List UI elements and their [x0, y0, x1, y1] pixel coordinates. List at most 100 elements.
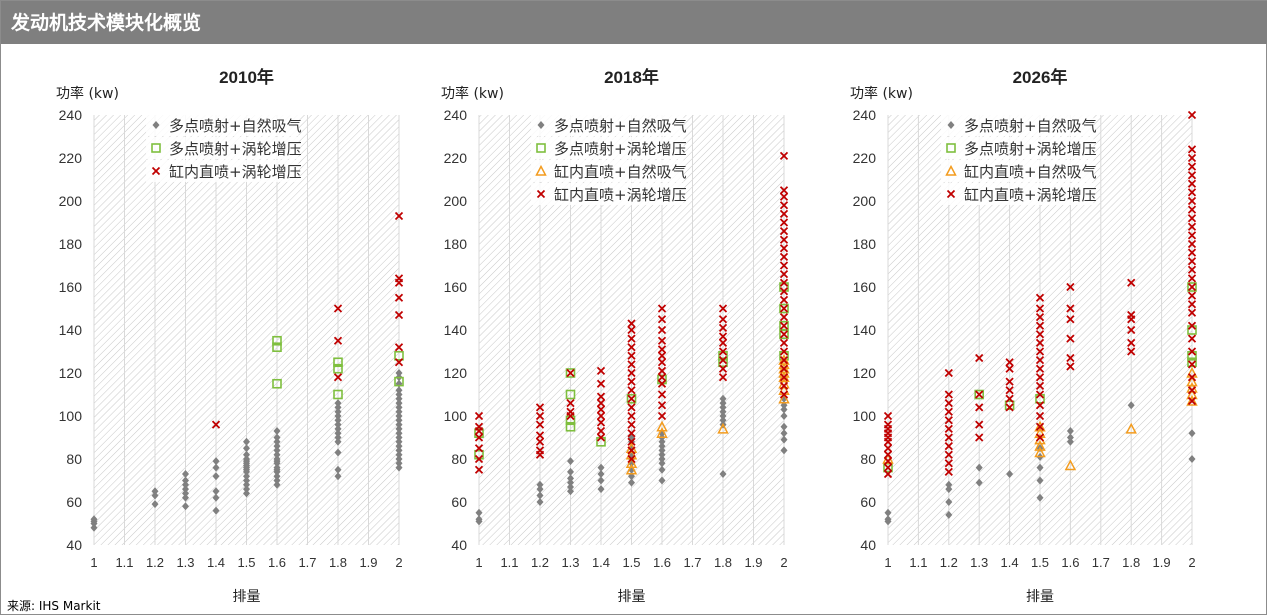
y-tick-label: 180 — [444, 236, 468, 252]
data-point — [1035, 338, 1045, 348]
data-point — [944, 390, 953, 399]
data-point — [243, 476, 250, 485]
y-axis-label: 功率 (kw) — [441, 85, 504, 102]
data-point — [779, 269, 789, 279]
title-bar: 发动机技术模块化概览 — [1, 1, 1267, 44]
data-point — [975, 403, 984, 412]
x-tick-label: 1.1 — [500, 555, 518, 570]
data-point-stroke-b — [1005, 364, 1014, 373]
data-point — [395, 455, 403, 463]
data-point — [657, 315, 667, 324]
data-point — [272, 342, 282, 353]
data-point — [627, 334, 636, 343]
data-point — [658, 446, 666, 455]
data-point-stroke-b — [1035, 364, 1045, 373]
legend-backing — [531, 114, 684, 136]
legend-marker — [535, 164, 547, 176]
data-point-stroke-b — [779, 381, 789, 391]
data-point-stroke-b — [883, 420, 893, 429]
x-tick-label: 1.1 — [115, 555, 133, 570]
data-point — [627, 360, 636, 369]
data-point-stroke-b — [1066, 334, 1075, 343]
data-point — [151, 491, 159, 500]
source-note: 来源: IHS Markit — [7, 599, 101, 613]
data-point — [395, 442, 403, 451]
data-point — [1035, 312, 1045, 322]
data-point — [1187, 214, 1197, 223]
data-point — [778, 392, 790, 404]
x-tick-label: 1 — [475, 555, 482, 570]
data-point — [884, 515, 892, 524]
data-point — [1187, 222, 1197, 231]
data-point-stroke-b — [333, 373, 343, 382]
data-point-stroke-b — [779, 192, 789, 201]
data-point — [1188, 455, 1196, 463]
data-point — [334, 407, 342, 416]
data-point-stroke-b — [627, 454, 636, 464]
data-point-stroke-b — [944, 467, 953, 477]
data-point — [657, 379, 667, 388]
data-point — [944, 398, 953, 408]
data-point — [273, 427, 281, 436]
x-tick-label: 1.7 — [683, 555, 701, 570]
data-point-stroke-b — [975, 353, 984, 363]
data-point — [1005, 386, 1014, 395]
data-point — [243, 472, 250, 481]
data-point — [1035, 373, 1045, 382]
data-point — [658, 442, 666, 451]
data-point — [395, 433, 403, 442]
data-point-stroke-b — [627, 446, 636, 455]
data-point — [779, 201, 789, 210]
legend-marker — [536, 143, 546, 153]
series-mpi_na — [90, 369, 403, 532]
data-point — [243, 480, 250, 489]
data-point — [395, 459, 403, 468]
data-point-stroke-b — [657, 390, 667, 399]
data-point-stroke-b — [657, 401, 667, 410]
x-tick-label: 1.5 — [622, 555, 640, 570]
data-point — [779, 330, 789, 339]
data-point — [273, 472, 281, 481]
x-tick-label: 1.7 — [298, 555, 316, 570]
data-point — [657, 345, 667, 354]
data-point-stroke-b — [474, 454, 484, 464]
legend-label: 缸内直喷+自然吸气 — [554, 163, 687, 181]
legend-backing — [531, 183, 684, 205]
data-point — [272, 335, 282, 346]
data-point-stroke-b — [474, 444, 484, 453]
data-point-stroke-b — [1187, 171, 1197, 180]
data-point — [334, 465, 342, 474]
data-point — [779, 261, 789, 270]
legend-marker-stroke-b — [946, 189, 956, 199]
data-point — [884, 508, 892, 517]
data-point — [779, 209, 789, 219]
data-point-stroke-b — [975, 403, 984, 412]
data-point-stroke-b — [657, 379, 667, 388]
y-tick-label: 160 — [59, 279, 83, 295]
legend-backing — [146, 137, 299, 159]
data-point-stroke-b — [657, 358, 667, 367]
data-point — [1186, 394, 1198, 406]
data-point-stroke-b — [657, 373, 667, 382]
data-point — [597, 485, 605, 494]
data-point — [334, 472, 342, 481]
x-tick-label: 1.8 — [714, 555, 732, 570]
data-point-stroke-b — [779, 226, 789, 236]
data-point — [656, 420, 668, 432]
data-point-stroke-b — [394, 293, 404, 302]
data-point — [212, 493, 220, 502]
data-point-stroke-b — [1187, 145, 1197, 154]
data-point — [1187, 300, 1197, 309]
data-point-stroke-b — [627, 377, 636, 386]
x-tick-label: 1.4 — [1001, 555, 1019, 570]
data-point — [1187, 265, 1197, 274]
data-point — [334, 433, 342, 442]
data-point-stroke-b — [944, 368, 953, 378]
y-tick-label: 40 — [860, 537, 876, 553]
data-point — [1034, 439, 1046, 451]
data-point-stroke-b — [1035, 381, 1045, 391]
y-tick-label: 180 — [853, 236, 877, 252]
data-point-stroke-b — [1187, 334, 1197, 343]
